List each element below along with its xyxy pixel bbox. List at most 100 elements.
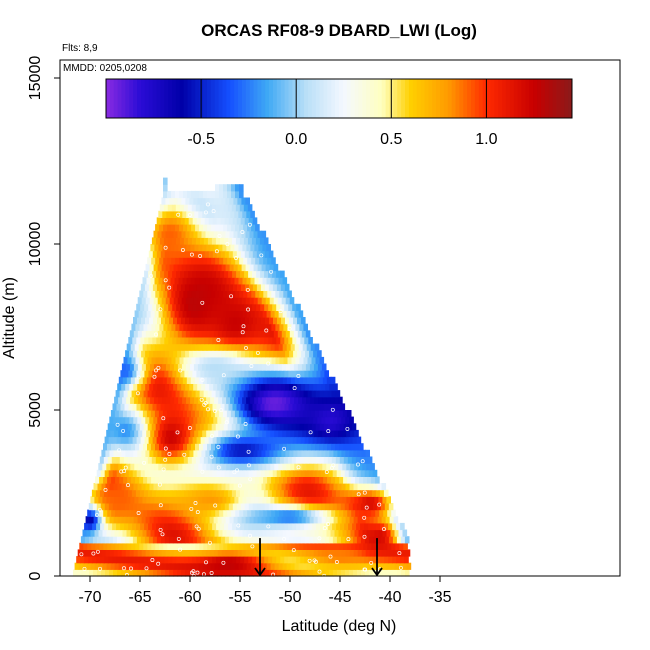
heatmap-cell	[224, 370, 229, 378]
observation-point	[136, 375, 141, 380]
heatmap-cell	[150, 496, 155, 504]
heatmap-cell	[326, 463, 331, 471]
heatmap-cell	[218, 463, 223, 471]
heatmap-cell	[160, 283, 166, 291]
heatmap-cell	[312, 522, 317, 531]
heatmap-cell	[277, 317, 282, 325]
heatmap-cell	[224, 556, 229, 564]
heatmap-cell	[321, 363, 327, 371]
heatmap-cell	[193, 350, 198, 358]
observation-point	[217, 233, 222, 238]
heatmap-cell	[337, 549, 343, 557]
heatmap-cell	[177, 516, 183, 524]
heatmap-cell	[113, 483, 119, 491]
heatmap-cell	[267, 423, 273, 431]
heatmap-cell	[157, 363, 163, 371]
observation-point	[362, 515, 367, 520]
heatmap-cell	[243, 224, 248, 232]
observation-point	[382, 527, 386, 532]
colorbar-swatch	[284, 79, 290, 118]
heatmap-cell	[187, 489, 193, 497]
heatmap-cell	[139, 489, 145, 497]
heatmap-cell	[285, 483, 291, 491]
heatmap-cell	[236, 217, 242, 225]
heatmap-cell	[378, 496, 383, 504]
heatmap-cell	[264, 503, 270, 511]
heatmap-cell	[218, 529, 224, 537]
heatmap-cell	[207, 542, 212, 550]
heatmap-cell	[231, 456, 237, 464]
x-tick-label: -70	[78, 589, 101, 606]
heatmap-cell	[167, 190, 172, 199]
heatmap-cell	[253, 416, 258, 424]
heatmap-cell	[230, 429, 235, 438]
heatmap-cell	[206, 463, 211, 471]
heatmap-cell	[220, 436, 226, 444]
heatmap-cell	[216, 283, 222, 291]
heatmap-cell	[143, 390, 149, 398]
heatmap-cell	[286, 529, 292, 537]
heatmap-cell	[231, 257, 236, 265]
heatmap-cell	[151, 443, 156, 451]
heatmap-cell	[135, 390, 141, 398]
heatmap-cell	[251, 542, 256, 550]
heatmap-cell	[115, 443, 120, 451]
heatmap-cell	[157, 549, 163, 557]
heatmap-cell	[170, 343, 176, 351]
heatmap-cell	[287, 423, 293, 431]
heatmap-cell	[116, 556, 121, 564]
heatmap-cell	[125, 549, 131, 557]
heatmap-cell	[144, 556, 149, 564]
colorbar-swatch	[137, 79, 142, 118]
heatmap-cell	[239, 542, 244, 550]
heatmap-cell	[134, 429, 139, 438]
heatmap-cell	[292, 436, 298, 444]
heatmap-cell	[275, 542, 280, 550]
heatmap-cell	[348, 436, 354, 444]
heatmap-cell	[295, 509, 300, 517]
heatmap-cell	[283, 323, 288, 331]
heatmap-cell	[231, 356, 237, 365]
heatmap-cell	[275, 443, 280, 451]
heatmap-cell	[239, 204, 245, 212]
heatmap-cell	[165, 483, 171, 491]
heatmap-cell	[328, 556, 333, 564]
heatmap-cell	[285, 449, 290, 457]
heatmap-cell	[151, 323, 156, 331]
heatmap-cell	[347, 423, 353, 431]
heatmap-cell	[340, 522, 345, 531]
heatmap-cell	[295, 443, 300, 451]
heatmap-cell	[367, 489, 373, 497]
heatmap-cell	[334, 496, 339, 504]
heatmap-cell	[129, 416, 134, 424]
heatmap-cell	[203, 257, 208, 265]
heatmap-cell	[124, 503, 130, 511]
heatmap-cell	[303, 443, 308, 451]
heatmap-cell	[191, 390, 197, 398]
heatmap-cell	[180, 270, 185, 278]
heatmap-cell	[149, 383, 154, 391]
heatmap-cell	[162, 376, 168, 384]
heatmap-cell	[134, 463, 139, 471]
heatmap-cell	[260, 283, 266, 291]
heatmap-cell	[250, 562, 256, 570]
heatmap-cell	[119, 390, 125, 398]
heatmap-cell	[207, 356, 213, 365]
heatmap-cell	[237, 449, 242, 457]
heatmap-cell	[112, 536, 118, 544]
heatmap-cell	[158, 529, 164, 537]
heatmap-cell	[102, 529, 108, 537]
heatmap-cell	[258, 277, 264, 285]
heatmap-cell	[208, 469, 214, 477]
heatmap-cell	[293, 317, 298, 325]
heatmap-cell	[203, 190, 208, 199]
heatmap-cell	[169, 449, 174, 457]
heatmap-cell	[321, 516, 327, 524]
heatmap-cell	[268, 337, 273, 345]
heatmap-cell	[313, 416, 318, 424]
heatmap-cell	[186, 562, 192, 570]
heatmap-cell	[236, 403, 242, 411]
heatmap-cell	[315, 489, 321, 497]
heatmap-cell	[245, 317, 250, 325]
heatmap-cell	[244, 469, 250, 477]
